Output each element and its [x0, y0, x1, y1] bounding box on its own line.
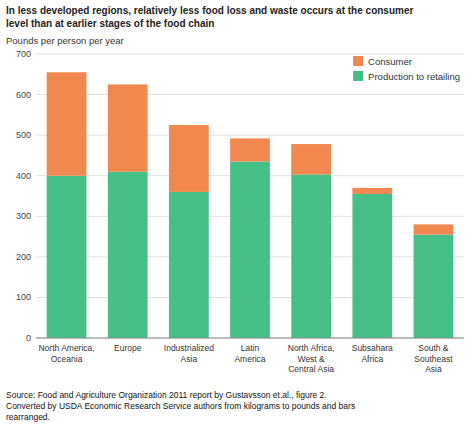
y-tick-label: 700 — [16, 49, 31, 59]
text-line: Europe — [114, 343, 142, 353]
text-line: rearranged. — [6, 412, 50, 422]
text-line: Central Asia — [288, 364, 334, 374]
legend: Consumer Production to retailing — [353, 56, 460, 82]
x-tick-label: Europe — [114, 343, 142, 353]
bar — [414, 235, 454, 338]
text-line: Latin — [241, 343, 260, 353]
bar — [352, 194, 392, 338]
bar — [230, 138, 270, 161]
text-line: In less developed regions, relatively le… — [6, 5, 413, 16]
bar — [169, 125, 209, 192]
y-tick-label: 600 — [16, 90, 31, 100]
x-tick-label: IndustrializedAsia — [164, 343, 214, 364]
text-line: Asia — [181, 354, 198, 364]
grid-line — [36, 135, 464, 136]
grid-line — [36, 94, 464, 95]
legend-label: Consumer — [368, 56, 412, 67]
y-tick-label: 100 — [16, 292, 31, 302]
bar — [108, 172, 148, 338]
y-axis-label: Pounds per person per year — [6, 35, 124, 46]
text-line: North Africa, — [288, 343, 335, 353]
text-line: Asia — [425, 364, 442, 374]
bar — [352, 188, 392, 194]
x-tick-label: North Africa,West &Central Asia — [288, 343, 335, 374]
legend-swatch — [353, 71, 363, 81]
bars — [47, 72, 454, 338]
text-line: Subsahara — [352, 343, 393, 353]
bar — [169, 192, 209, 338]
y-tick-label: 300 — [16, 211, 31, 221]
x-tick-label: North America,Oceania — [38, 343, 94, 364]
grid-line — [36, 54, 464, 55]
text-line: Converted by USDA Economic Research Serv… — [6, 401, 355, 411]
grid — [36, 54, 464, 338]
bar — [291, 144, 331, 174]
chart: In less developed regions, relatively le… — [0, 0, 474, 426]
x-axis-line — [36, 338, 464, 339]
title: In less developed regions, relatively le… — [6, 5, 413, 29]
y-tick-label: 500 — [16, 130, 31, 140]
bar — [47, 72, 87, 175]
text-line: West & — [298, 354, 326, 364]
bar — [230, 162, 270, 338]
text-line: Source: Food and Agriculture Organizatio… — [6, 390, 327, 400]
text-line: Africa — [361, 354, 383, 364]
grid-line — [36, 338, 464, 339]
y-tick-label: 0 — [26, 333, 31, 343]
annotation: Source: Food and Agriculture Organizatio… — [6, 390, 355, 422]
x-tick-label: SubsaharaAfrica — [352, 343, 393, 364]
legend-label: Production to retailing — [368, 71, 460, 82]
text-line: Oceania — [51, 354, 83, 364]
text-line: Southeast — [414, 354, 453, 364]
text-line: South & — [418, 343, 449, 353]
bar — [291, 174, 331, 338]
x-tick-label: South &SoutheastAsia — [414, 343, 453, 374]
bar — [414, 224, 454, 234]
legend-swatch — [353, 56, 363, 66]
bar — [108, 84, 148, 171]
y-tick-label: 200 — [16, 252, 31, 262]
text-line: level than at earlier stages of the food… — [6, 18, 214, 29]
bar — [47, 176, 87, 338]
text-line: North America, — [38, 343, 94, 353]
text-line: Industrialized — [164, 343, 214, 353]
text-line: America — [234, 354, 265, 364]
x-tick-label: LatinAmerica — [234, 343, 265, 364]
y-tick-label: 400 — [16, 171, 31, 181]
